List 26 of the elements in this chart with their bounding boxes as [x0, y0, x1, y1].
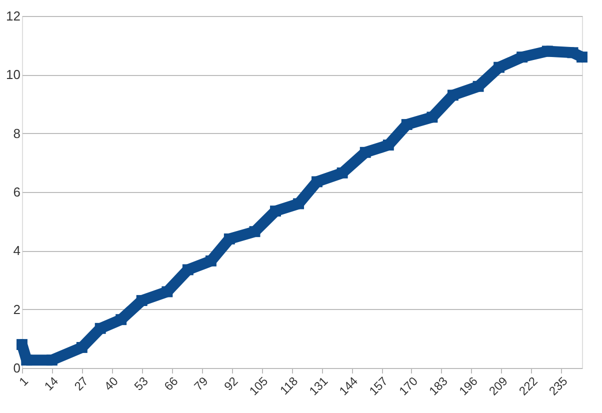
x-tick-label: 209 — [486, 374, 511, 398]
x-tick-label: 196 — [456, 374, 481, 398]
x-tick-label: 14 — [42, 374, 62, 394]
x-tick-label: 53 — [131, 374, 152, 394]
y-tick-label: 12 — [6, 8, 20, 24]
x-tick-label: 157 — [366, 374, 391, 398]
y-tick-label: 2 — [13, 302, 20, 317]
x-tick-label: 131 — [306, 374, 331, 398]
x-tick-label: 183 — [426, 374, 451, 398]
y-tick-label: 6 — [13, 184, 20, 200]
y-tick-label: 10 — [6, 67, 20, 82]
x-tick-label: 27 — [72, 374, 92, 394]
x-tick-label: 92 — [221, 374, 241, 394]
y-tick-label: 8 — [13, 126, 20, 141]
x-tick-label: 144 — [336, 374, 361, 398]
x-tick-label: 1 — [16, 374, 32, 389]
x-tick-label: 170 — [396, 374, 421, 398]
x-tick-label: 235 — [546, 374, 570, 398]
x-tick-label: 118 — [277, 374, 301, 398]
y-tick-label: 4 — [13, 243, 20, 258]
x-tick-label: 66 — [161, 374, 181, 394]
y-tick-label: 0 — [13, 360, 20, 376]
x-tick-label: 79 — [191, 374, 211, 394]
x-tick-label: 105 — [246, 374, 271, 398]
x-tick-label: 222 — [516, 374, 541, 398]
x-tick-label: 40 — [102, 374, 122, 394]
